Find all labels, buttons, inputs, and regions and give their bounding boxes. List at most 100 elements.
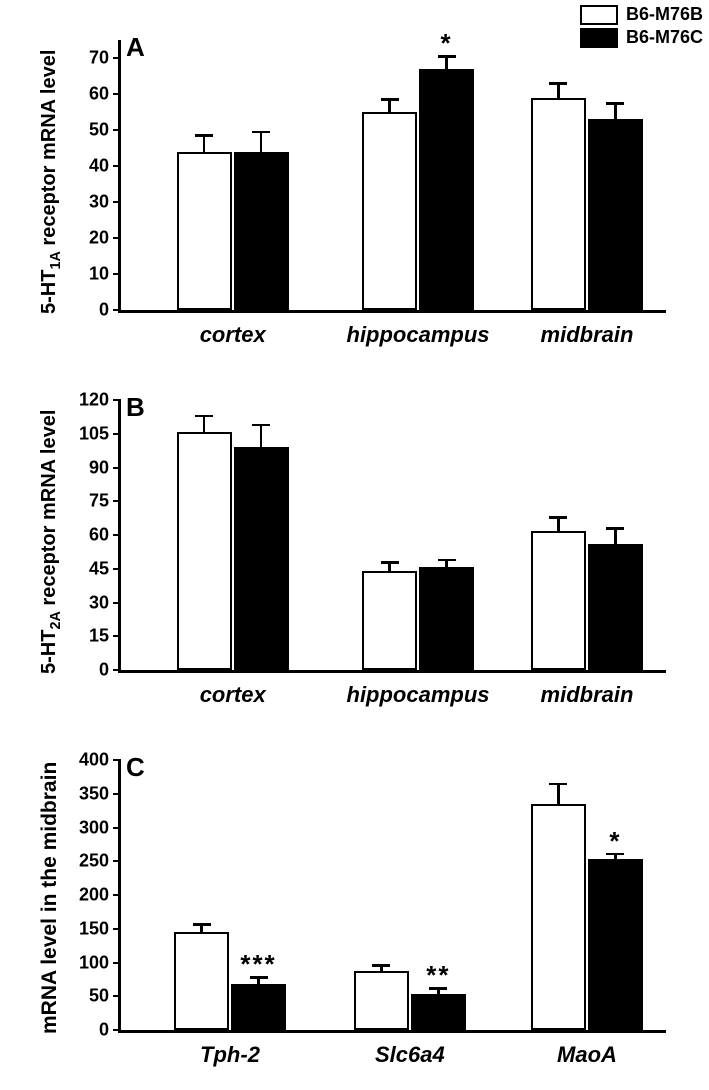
error-bar: [557, 83, 560, 97]
y-tick-label: 75: [89, 491, 109, 512]
y-tick-label: 15: [89, 626, 109, 647]
bar: [354, 971, 409, 1030]
y-tick: [113, 273, 121, 275]
y-tick: [113, 309, 121, 311]
error-cap: [193, 923, 211, 926]
panel-a: A5-HT1A receptor mRNA level0102030405060…: [0, 40, 709, 370]
error-cap: [549, 783, 567, 786]
y-tick: [113, 568, 121, 570]
y-tick-label: 105: [79, 423, 109, 444]
y-tick-label: 50: [89, 120, 109, 141]
y-tick: [113, 201, 121, 203]
significance-marker: *: [440, 28, 452, 59]
x-category-label: MaoA: [557, 1042, 617, 1068]
bar: [234, 447, 289, 670]
significance-marker: *: [609, 826, 621, 857]
error-cap: [606, 102, 624, 105]
plot-area: 0153045607590105120cortexhippocampusmidb…: [118, 400, 666, 673]
y-tick: [113, 962, 121, 964]
y-tick: [113, 928, 121, 930]
significance-marker: **: [426, 960, 450, 991]
y-tick: [113, 237, 121, 239]
y-tick: [113, 860, 121, 862]
y-tick-label: 120: [79, 390, 109, 411]
bar: [231, 984, 286, 1030]
y-tick: [113, 57, 121, 59]
panel-c: CmRNA level in the midbrain0501001502002…: [0, 760, 709, 1090]
error-bar: [614, 103, 617, 119]
bar: [531, 804, 586, 1030]
error-cap: [381, 98, 399, 101]
bar: [419, 567, 474, 671]
y-tick-label: 100: [79, 952, 109, 973]
figure-page: B6-M76B B6-M76C A5-HT1A receptor mRNA le…: [0, 0, 709, 1085]
significance-marker: ***: [240, 949, 276, 980]
y-tick: [113, 635, 121, 637]
error-bar: [260, 132, 263, 152]
bar: [362, 571, 417, 670]
x-category-label: hippocampus: [347, 682, 490, 708]
y-tick: [113, 1029, 121, 1031]
y-tick: [113, 793, 121, 795]
x-category-label: Slc6a4: [375, 1042, 445, 1068]
y-tick-label: 10: [89, 264, 109, 285]
bar: [362, 112, 417, 310]
error-cap: [195, 415, 213, 418]
y-tick: [113, 93, 121, 95]
y-tick-label: 60: [89, 525, 109, 546]
bar: [419, 69, 474, 310]
y-tick-label: 350: [79, 783, 109, 804]
error-bar: [260, 425, 263, 448]
y-tick: [113, 827, 121, 829]
y-tick-label: 90: [89, 457, 109, 478]
error-cap: [549, 516, 567, 519]
x-category-label: midbrain: [541, 322, 634, 348]
y-tick-label: 30: [89, 192, 109, 213]
error-cap: [381, 561, 399, 564]
error-bar: [557, 517, 560, 531]
panel-b: B5-HT2A receptor mRNA level0153045607590…: [0, 400, 709, 730]
legend-label: B6-M76B: [626, 4, 703, 25]
y-tick-label: 0: [99, 1020, 109, 1041]
y-tick-label: 45: [89, 558, 109, 579]
bar: [531, 98, 586, 310]
y-tick: [113, 995, 121, 997]
error-bar: [203, 416, 206, 432]
y-tick-label: 50: [89, 986, 109, 1007]
y-tick-label: 200: [79, 885, 109, 906]
plot-area: 010203040506070cortexhippocampus*midbrai…: [118, 40, 666, 313]
x-category-label: cortex: [200, 682, 266, 708]
y-tick: [113, 534, 121, 536]
error-cap: [606, 527, 624, 530]
y-tick-label: 250: [79, 851, 109, 872]
legend-swatch-b6-m76b: [580, 5, 618, 25]
x-category-label: hippocampus: [347, 322, 490, 348]
y-axis-label: 5-HT1A receptor mRNA level: [38, 50, 64, 314]
y-tick: [113, 165, 121, 167]
bar: [411, 994, 466, 1030]
y-tick: [113, 433, 121, 435]
bar: [588, 544, 643, 670]
y-tick: [113, 669, 121, 671]
y-tick-label: 70: [89, 48, 109, 69]
error-cap: [252, 424, 270, 427]
y-tick: [113, 894, 121, 896]
bar: [588, 119, 643, 310]
y-tick-label: 0: [99, 300, 109, 321]
error-cap: [252, 131, 270, 134]
y-axis-label: 5-HT2A receptor mRNA level: [38, 410, 64, 674]
bar: [174, 932, 229, 1030]
error-bar: [388, 99, 391, 112]
y-tick-label: 300: [79, 817, 109, 838]
error-cap: [549, 82, 567, 85]
bar: [588, 859, 643, 1030]
error-cap: [438, 559, 456, 562]
y-tick-label: 20: [89, 228, 109, 249]
bar: [177, 152, 232, 310]
error-bar: [203, 135, 206, 151]
y-axis-label: mRNA level in the midbrain: [38, 762, 62, 1034]
plot-area: 050100150200250300350400Tph-2***Slc6a4**…: [118, 760, 666, 1033]
bar: [177, 432, 232, 671]
y-tick: [113, 129, 121, 131]
y-tick: [113, 500, 121, 502]
